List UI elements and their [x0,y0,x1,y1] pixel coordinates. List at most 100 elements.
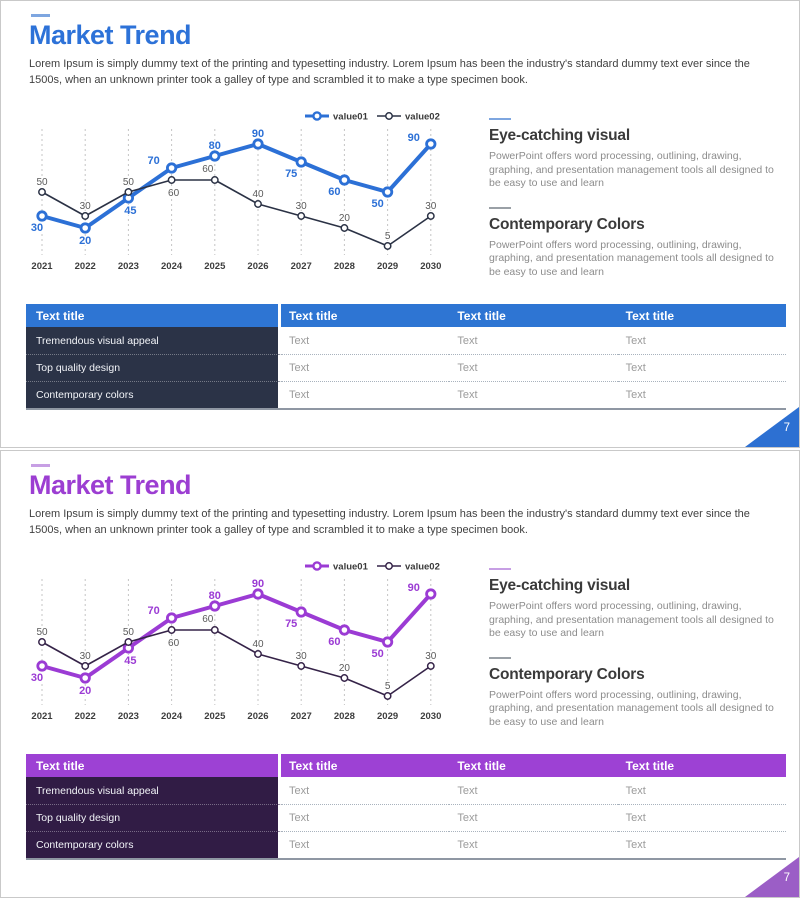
slide-title: Market Trend [29,20,192,50]
section-body: PowerPoint offers word processing, outli… [489,600,774,639]
section-body: PowerPoint offers word processing, outli… [489,238,774,278]
data-label: 70 [147,155,159,167]
data-point-marker [124,188,133,196]
table-cell: Text [449,777,618,804]
data-point-marker [167,176,176,184]
table-cell: Text [449,381,618,408]
data-label: 50 [123,177,135,188]
data-label: 50 [371,198,383,210]
section-title: Eye-catching visual [489,127,630,144]
data-point-marker [36,660,48,672]
x-axis-tick-label: 2026 [247,261,268,272]
x-axis-tick-label: 2030 [420,261,441,272]
data-label: 30 [425,651,437,662]
data-label: 50 [36,627,48,638]
section-rule [489,206,511,209]
column-header: Text title [617,304,786,327]
table-row: Top quality design Text Text Text [26,354,786,381]
legend-marker [385,112,393,120]
data-point-marker [254,200,262,208]
column-header: Text title [281,304,450,327]
title-accent-dash [31,14,50,17]
intro-paragraph: Lorem Ipsum is simply dummy text of the … [29,58,750,86]
data-point-marker [252,588,264,600]
data-point-marker [381,636,394,648]
data-point-marker [167,626,176,634]
data-label: 45 [124,205,136,217]
x-axis-tick-label: 2026 [247,711,268,722]
table-header-row: Text title Text title Text title Text title [26,754,786,777]
data-label: 40 [252,189,264,200]
table-cell: Text [449,831,618,858]
slide-purple: Market Trend Lorem Ipsum is simply dummy… [0,450,800,898]
x-axis-tick-label: 2028 [334,261,355,272]
section-title: Contemporary Colors [489,665,645,683]
page-number: 7 [783,422,790,434]
data-table: Text title Text title Text title Text title… [26,304,786,410]
table-cell: Text [281,831,450,858]
table-cell: Text [617,354,786,381]
x-axis-tick-label: 2022 [75,261,96,272]
x-axis-tick-label: 2029 [377,711,398,722]
data-point-marker [340,674,349,682]
table-cell: Text [281,354,450,381]
data-point-marker [426,662,435,670]
data-label: 80 [209,590,221,602]
data-label: 80 [209,140,221,152]
data-label: 5 [385,681,391,692]
data-point-marker [81,212,90,220]
series-line-value02 [41,179,432,247]
section-title: Contemporary Colors [489,215,645,233]
data-label: 20 [339,213,351,224]
table-cell: Text [281,381,450,408]
slide-blue: Market Trend Lorem Ipsum is simply dummy… [0,0,800,448]
section-body: PowerPoint offers word processing, outli… [489,150,774,189]
data-point-marker [38,188,46,196]
table-row: Contemporary colors Text Text Text [26,831,786,858]
data-point-marker [166,612,178,624]
data-label: 90 [252,578,264,590]
row-label-cell: Contemporary colors [26,831,281,858]
table-cell: Text [281,327,450,354]
data-label: 30 [80,651,92,662]
section-body: PowerPoint offers word processing, outli… [489,688,774,728]
column-header: Text title [26,304,281,327]
legend-label: value02 [405,112,440,123]
table-cell: Text [449,327,618,354]
x-axis-tick-label: 2023 [118,261,139,272]
data-label: 50 [36,177,48,188]
x-axis-tick-label: 2029 [377,261,398,272]
x-axis-tick-label: 2027 [291,711,312,722]
x-axis-tick-label: 2024 [161,261,183,272]
data-point-marker [338,174,350,186]
data-label: 50 [123,627,135,638]
data-label: 5 [385,231,391,242]
row-label-cell: Tremendous visual appeal [26,327,281,354]
data-point-marker [252,138,264,150]
table-header-row: Text title Text title Text title Text title [26,304,786,327]
x-axis-tick-label: 2023 [118,711,139,722]
series-line-value01 [41,592,433,680]
row-label-cell: Contemporary colors [26,381,281,408]
data-label: 75 [285,168,297,180]
data-point-marker [36,210,48,222]
data-point-marker [209,150,221,162]
corner-triangle [745,407,799,447]
feature-section-visual: Eye-catching visual PowerPoint offers wo… [489,568,787,641]
data-label: 45 [124,655,136,667]
column-header: Text title [449,754,618,777]
data-point-marker [383,692,392,700]
title-accent-dash [31,464,50,467]
data-point-marker [124,638,133,646]
data-label: 20 [79,235,91,247]
data-label: 60 [202,164,214,175]
data-point-marker [340,224,349,232]
data-label: 60 [168,188,180,199]
row-label-cell: Tremendous visual appeal [26,777,281,804]
data-point-marker [166,162,178,174]
data-point-marker [38,638,46,646]
legend-marker [312,561,322,571]
table-cell: Text [617,381,786,408]
data-label: 90 [408,132,420,144]
data-label: 90 [252,128,264,140]
